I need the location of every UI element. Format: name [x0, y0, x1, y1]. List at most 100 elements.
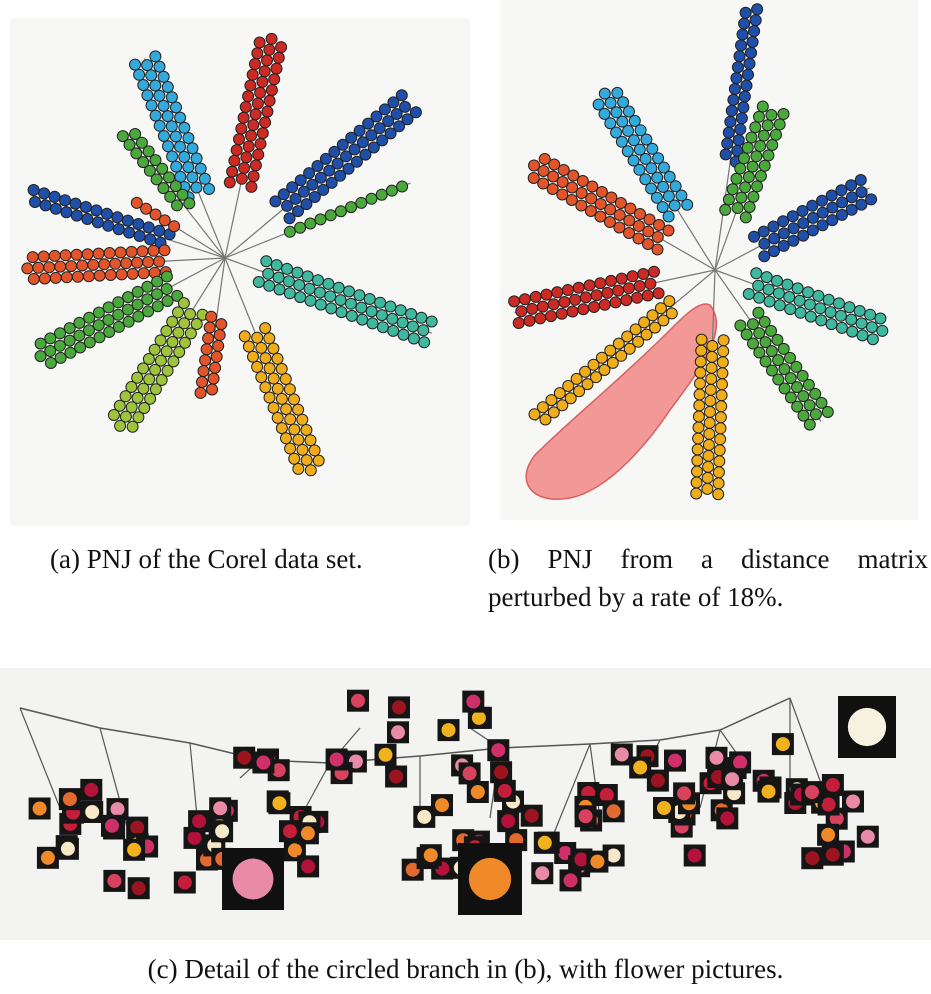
leaf-node — [197, 365, 210, 378]
leaf-node — [809, 387, 822, 400]
leaf-node — [137, 156, 150, 169]
leaf-node — [617, 96, 630, 109]
leaf-node — [34, 337, 47, 350]
leaf-node — [816, 206, 829, 219]
leaf-node — [803, 418, 816, 431]
flower-icon — [524, 808, 539, 823]
leaf-node — [286, 181, 299, 194]
leaf-node — [335, 306, 348, 319]
flower-icon — [825, 778, 840, 792]
leaf-node — [803, 298, 816, 311]
leaf-node — [322, 277, 335, 290]
leaf-node — [865, 321, 878, 334]
leaf-node — [690, 487, 703, 500]
leaf-node — [717, 345, 730, 358]
leaf-node — [777, 215, 790, 228]
leaf-node — [160, 283, 173, 295]
leaf-node — [692, 421, 705, 434]
leaf-node — [796, 369, 809, 382]
leaf-node — [44, 357, 57, 369]
leaf-node — [297, 185, 310, 198]
leaf-node — [27, 273, 40, 285]
leaf-node — [609, 296, 622, 309]
leaf-node — [144, 233, 157, 246]
flower-icon — [378, 747, 393, 762]
leaf-node — [167, 355, 180, 368]
flower-thumbnail — [466, 781, 489, 803]
leaf-node — [662, 190, 675, 203]
leaf-node — [292, 403, 305, 416]
leaf-node — [162, 140, 174, 153]
leaf-node — [387, 324, 400, 337]
leaf-node — [186, 142, 199, 155]
leaf-node — [267, 372, 280, 385]
leaf-node — [137, 267, 150, 280]
leaf-node — [64, 346, 77, 359]
leaf-node — [253, 36, 266, 49]
leaf-node — [121, 303, 134, 316]
leaf-node — [87, 258, 100, 271]
leaf-node — [288, 423, 301, 436]
leaf-node — [777, 342, 790, 355]
leaf-node — [639, 152, 652, 165]
leaf-node — [365, 192, 378, 205]
leaf-node — [198, 172, 211, 185]
caption-b-line1: (b) PNJ from a distance matrix — [488, 544, 928, 574]
leaf-node — [74, 341, 87, 354]
leaf-node — [590, 289, 603, 302]
leaf-node — [247, 170, 260, 183]
leaf-node — [355, 196, 368, 209]
flower-icon — [301, 859, 316, 874]
leaf-node — [73, 329, 86, 342]
leaf-node — [228, 154, 241, 167]
leaf-node — [613, 221, 626, 234]
flower-icon — [441, 723, 456, 738]
leaf-node — [384, 300, 397, 313]
flower-icon — [62, 792, 77, 807]
leaf-node — [845, 203, 858, 216]
leaf-node — [166, 150, 179, 163]
leaf-node — [577, 303, 590, 316]
flower-icon — [677, 786, 692, 801]
leaf-node — [93, 331, 106, 344]
leaf-node — [727, 93, 740, 106]
flower-thumbnail — [268, 792, 291, 815]
leaf-node — [137, 79, 150, 91]
leaf-node — [766, 364, 778, 377]
leaf-node — [654, 302, 667, 315]
leaf-node — [275, 362, 288, 375]
leaf-node — [777, 108, 790, 120]
flower-icon — [825, 847, 840, 862]
leaf-node — [48, 249, 61, 262]
flower-thumbnail — [56, 837, 79, 860]
flower-photo-large — [222, 848, 284, 910]
leaf-node — [104, 269, 117, 281]
leaf-node — [157, 182, 170, 195]
leaf-node — [304, 217, 317, 230]
leaf-node — [304, 464, 317, 477]
leaf-node — [777, 227, 790, 240]
leaf-node — [319, 152, 332, 165]
flower-icon — [821, 827, 836, 842]
leaf-node — [394, 304, 407, 317]
leaf-node — [325, 302, 338, 315]
leaf-node — [633, 143, 646, 156]
leaf-node — [761, 119, 774, 132]
leaf-node — [534, 312, 547, 325]
leaf-node — [153, 89, 166, 102]
leaf-node — [652, 152, 665, 165]
leaf-node — [173, 346, 186, 358]
leaf-node — [323, 164, 336, 177]
leaf-node — [116, 130, 129, 143]
leaf-node — [834, 309, 847, 322]
leaf-node — [536, 401, 549, 414]
leaf-node — [758, 237, 771, 250]
leaf-node — [712, 477, 725, 490]
flower-thumbnail — [646, 769, 669, 792]
leaf-node — [256, 75, 269, 88]
leaf-node — [573, 385, 586, 398]
leaf-node — [731, 202, 744, 214]
leaf-node — [816, 219, 829, 232]
flower-thumbnail — [437, 719, 460, 742]
leaf-node — [812, 289, 825, 302]
